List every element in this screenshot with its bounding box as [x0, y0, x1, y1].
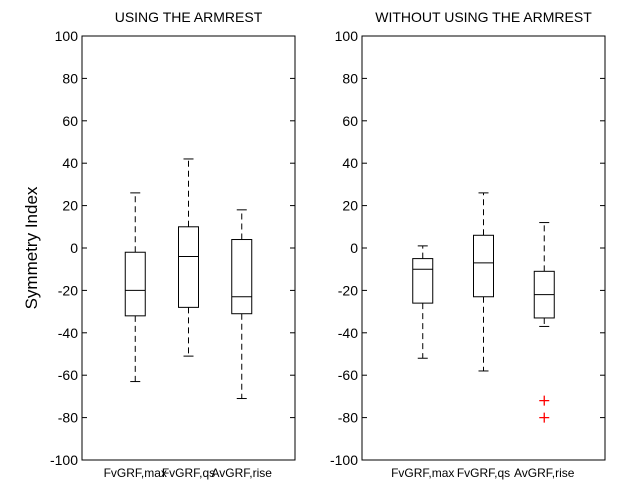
axes-frame: [81, 35, 296, 461]
panel-without-armrest: WITHOUT USING THE ARMREST 100 80 60 40 20 0 -20…: [330, 9, 606, 480]
y-tick-label: -40: [58, 325, 78, 341]
y-tick-label: -80: [58, 410, 78, 426]
y-tick-label: 80: [342, 70, 358, 86]
y-tick-label: -80: [338, 410, 358, 426]
x-category-label: AvGRF,rise: [514, 466, 575, 480]
y-tick-label: -20: [58, 282, 78, 298]
y-tick-label: 0: [70, 240, 78, 256]
y-tick-label: 0: [350, 240, 358, 256]
iqr-box: [178, 226, 199, 308]
y-tick-label: -60: [338, 367, 358, 383]
y-tick-label: 20: [62, 198, 78, 214]
y-tick-label: 80: [62, 70, 78, 86]
y-tick-label: -100: [50, 452, 78, 468]
iqr-box: [412, 258, 434, 304]
panel-title: USING THE ARMREST: [115, 9, 263, 25]
x-category-label: AvGRF,rise: [212, 466, 273, 480]
y-tick-label: -40: [338, 325, 358, 341]
y-tick-label: -100: [330, 452, 358, 468]
x-category-label: FvGRF,qs: [457, 466, 510, 480]
iqr-box: [473, 234, 494, 298]
y-tick-label: -20: [338, 282, 358, 298]
x-category-label: FvGRF,max: [391, 466, 454, 480]
x-category-label: FvGRF,max: [104, 466, 167, 480]
y-tick-label: 60: [342, 113, 358, 129]
y-tick-label: 100: [335, 28, 359, 44]
y-tick-label: 40: [342, 155, 358, 171]
y-tick-label: 40: [62, 155, 78, 171]
y-tick-label: 60: [62, 113, 78, 129]
outlier-marker: [539, 395, 550, 406]
iqr-box: [124, 251, 146, 317]
y-tick-label: 100: [55, 28, 79, 44]
outlier-marker: [539, 412, 550, 423]
panel-using-armrest: USING THE ARMREST 100 80 60 40 20 0 -20 -40 -60 -8…: [50, 9, 296, 480]
panel-title: WITHOUT USING THE ARMREST: [375, 9, 592, 25]
y-axis-title: Symmetry Index: [22, 186, 41, 309]
iqr-box: [231, 239, 253, 315]
y-tick-label: -60: [58, 367, 78, 383]
y-tick-label: 20: [342, 198, 358, 214]
x-category-label: FvGRF,qs: [162, 466, 215, 480]
axes-frame: [361, 35, 606, 461]
